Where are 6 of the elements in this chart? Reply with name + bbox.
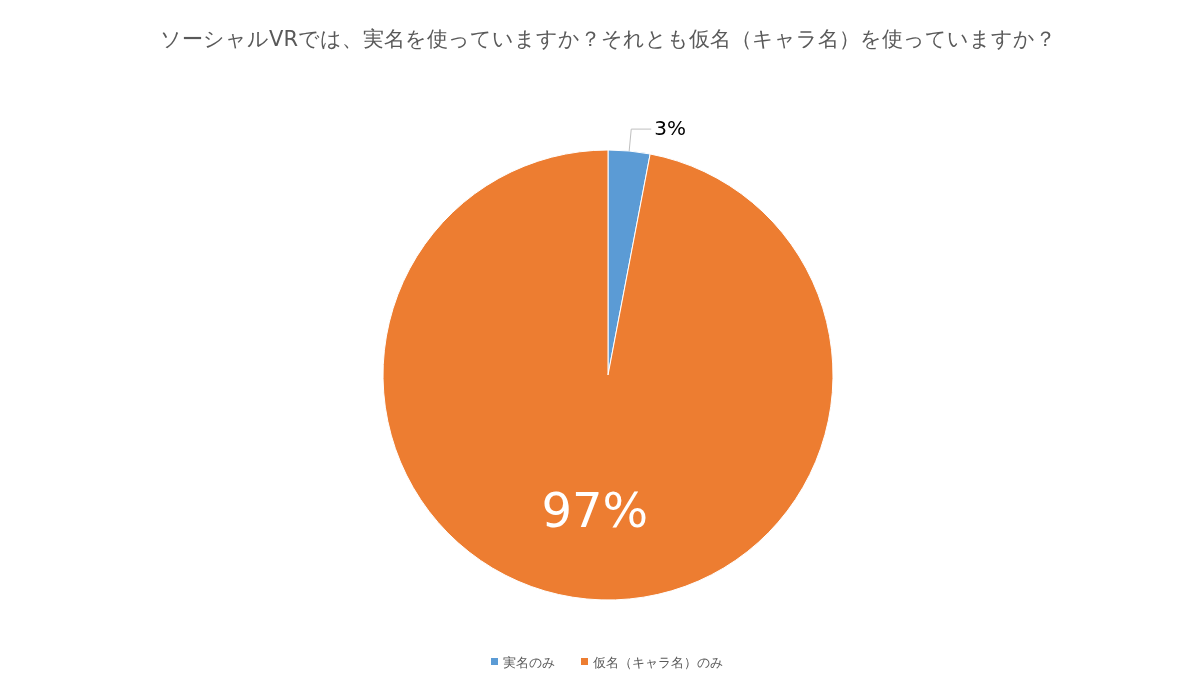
- pie-slice: [382, 149, 834, 601]
- legend-label: 実名のみ: [503, 654, 555, 670]
- chart-title: ソーシャルVRでは、実名を使っていますか？それとも仮名（キャラ名）を使っていますか？: [160, 27, 1056, 51]
- data-label: 97%: [541, 481, 649, 538]
- legend-label: 仮名（キャラ名）のみ: [592, 654, 723, 670]
- data-label: 3%: [654, 115, 686, 140]
